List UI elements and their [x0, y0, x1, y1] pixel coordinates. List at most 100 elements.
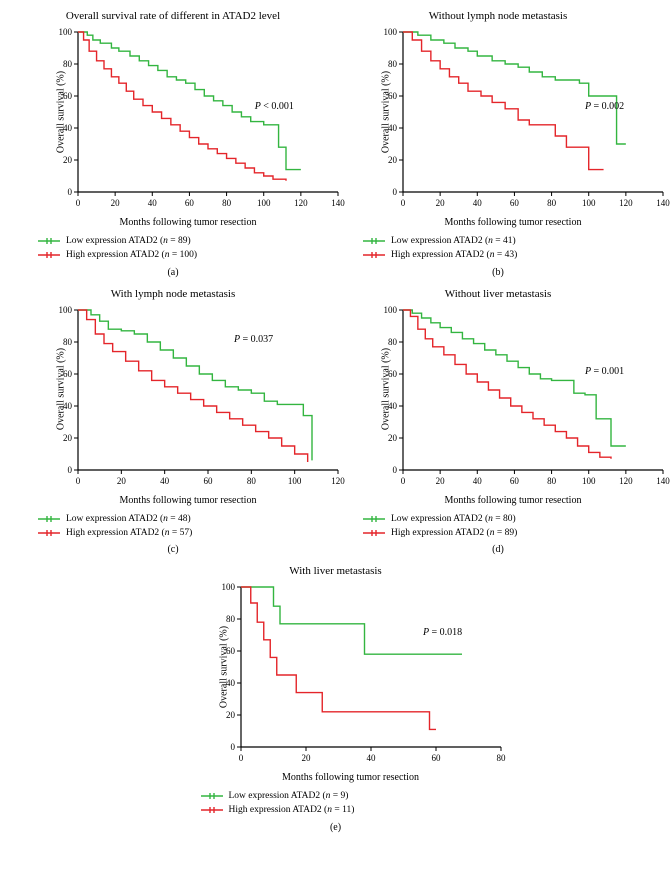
legend: Low expression ATAD2 (n = 80)High expres… — [363, 512, 517, 541]
svg-text:20: 20 — [436, 198, 446, 208]
km-curve-svg: 020406080100020406080100120140P < 0.001 — [48, 24, 348, 212]
legend-swatch-low — [38, 515, 60, 523]
x-axis-label: Months following tumor resection — [445, 495, 582, 506]
svg-text:20: 20 — [111, 198, 121, 208]
chart-area: Overall survival (%)02040608010002040608… — [373, 24, 653, 199]
legend-swatch-high — [363, 529, 385, 537]
svg-text:140: 140 — [656, 198, 670, 208]
panel-d: Without liver metastasis Overall survival… — [343, 288, 653, 556]
y-axis-label: Overall survival (%) — [56, 70, 67, 152]
svg-text:20: 20 — [436, 476, 446, 486]
chart-title: Without lymph node metastasis — [429, 10, 568, 22]
y-axis-label: Overall survival (%) — [381, 70, 392, 152]
svg-text:80: 80 — [388, 59, 398, 69]
x-axis-label: Months following tumor resection — [120, 495, 257, 506]
svg-text:120: 120 — [619, 198, 633, 208]
curve-high — [403, 32, 604, 170]
svg-text:0: 0 — [76, 476, 81, 486]
legend-item-low: Low expression ATAD2 (n = 80) — [363, 512, 517, 526]
subcaption: (e) — [330, 822, 341, 833]
svg-text:20: 20 — [301, 753, 311, 763]
svg-text:0: 0 — [401, 198, 406, 208]
p-value-text: P = 0.018 — [422, 627, 462, 638]
x-axis-label: Months following tumor resection — [120, 217, 257, 228]
legend-item-low: Low expression ATAD2 (n = 89) — [38, 234, 197, 248]
svg-text:0: 0 — [76, 198, 81, 208]
panel-a: Overall survival rate of different in AT… — [18, 10, 328, 278]
curve-low — [241, 587, 462, 654]
legend: Low expression ATAD2 (n = 48)High expres… — [38, 512, 192, 541]
svg-text:100: 100 — [221, 582, 235, 592]
p-value-text: P = 0.037 — [233, 334, 273, 345]
chart-area: Overall survival (%)02040608010002040608… — [48, 302, 328, 477]
legend-swatch-high — [201, 806, 223, 814]
svg-text:100: 100 — [59, 27, 73, 37]
svg-text:100: 100 — [384, 27, 398, 37]
svg-text:0: 0 — [401, 476, 406, 486]
y-axis-label: Overall survival (%) — [56, 348, 67, 430]
svg-text:0: 0 — [230, 742, 235, 752]
svg-text:20: 20 — [117, 476, 127, 486]
svg-text:120: 120 — [331, 476, 345, 486]
curve-high — [78, 310, 308, 462]
chart-area: Overall survival (%)02040608010002040608… — [373, 302, 653, 477]
svg-text:80: 80 — [63, 337, 73, 347]
svg-text:40: 40 — [473, 198, 483, 208]
legend-item-high: High expression ATAD2 (n = 100) — [38, 248, 197, 262]
panel-e: With liver metastasisOverall survival (%… — [181, 565, 491, 833]
subcaption: (c) — [167, 544, 178, 555]
chart-title: With lymph node metastasis — [111, 288, 236, 300]
panel-c: With lymph node metastasis Overall surviv… — [18, 288, 328, 556]
legend-text-low: Low expression ATAD2 (n = 89) — [66, 234, 191, 248]
svg-text:80: 80 — [496, 753, 506, 763]
svg-text:100: 100 — [582, 198, 596, 208]
chart-area: Overall survival (%)02040608010002040608… — [48, 24, 328, 199]
legend: Low expression ATAD2 (n = 41)High expres… — [363, 234, 517, 263]
chart-title: Without liver metastasis — [445, 288, 551, 300]
curve-high — [241, 587, 436, 729]
subcaption: (a) — [167, 267, 178, 278]
svg-text:40: 40 — [160, 476, 170, 486]
panel-b: Without lymph node metastasis Overall sur… — [343, 10, 653, 278]
legend-item-low: Low expression ATAD2 (n = 41) — [363, 234, 517, 248]
legend-item-high: High expression ATAD2 (n = 89) — [363, 526, 517, 540]
x-axis-label: Months following tumor resection — [445, 217, 582, 228]
km-curve-svg: 020406080100020406080100120P = 0.037 — [48, 302, 348, 490]
curve-low — [403, 310, 626, 446]
subcaption: (d) — [492, 544, 504, 555]
svg-text:40: 40 — [473, 476, 483, 486]
legend-swatch-low — [38, 237, 60, 245]
svg-text:60: 60 — [510, 476, 520, 486]
legend: Low expression ATAD2 (n = 9)High express… — [201, 789, 355, 818]
curve-low — [403, 32, 626, 144]
legend-swatch-high — [38, 529, 60, 537]
chart-area: Overall survival (%)02040608010002040608… — [211, 579, 491, 754]
legend-swatch-high — [38, 251, 60, 259]
svg-text:0: 0 — [68, 187, 73, 197]
svg-text:80: 80 — [547, 476, 557, 486]
svg-text:80: 80 — [388, 337, 398, 347]
svg-text:80: 80 — [226, 614, 236, 624]
legend-text-low: Low expression ATAD2 (n = 48) — [66, 512, 191, 526]
legend-text-high: High expression ATAD2 (n = 43) — [391, 248, 517, 262]
svg-text:20: 20 — [388, 433, 398, 443]
chart-title: With liver metastasis — [289, 565, 381, 577]
svg-text:120: 120 — [619, 476, 633, 486]
legend-item-low: Low expression ATAD2 (n = 48) — [38, 512, 192, 526]
svg-text:40: 40 — [148, 198, 158, 208]
svg-text:120: 120 — [294, 198, 308, 208]
svg-text:80: 80 — [63, 59, 73, 69]
p-value-text: P = 0.001 — [584, 366, 624, 377]
svg-text:80: 80 — [547, 198, 557, 208]
svg-text:140: 140 — [331, 198, 345, 208]
y-axis-label: Overall survival (%) — [381, 348, 392, 430]
svg-text:60: 60 — [204, 476, 214, 486]
legend-text-high: High expression ATAD2 (n = 57) — [66, 526, 192, 540]
legend-item-high: High expression ATAD2 (n = 11) — [201, 803, 355, 817]
svg-text:20: 20 — [226, 710, 236, 720]
p-value-text: P = 0.002 — [584, 101, 624, 112]
legend: Low expression ATAD2 (n = 89)High expres… — [38, 234, 197, 263]
legend-text-high: High expression ATAD2 (n = 89) — [391, 526, 517, 540]
legend-swatch-high — [363, 251, 385, 259]
legend-text-high: High expression ATAD2 (n = 11) — [229, 803, 355, 817]
